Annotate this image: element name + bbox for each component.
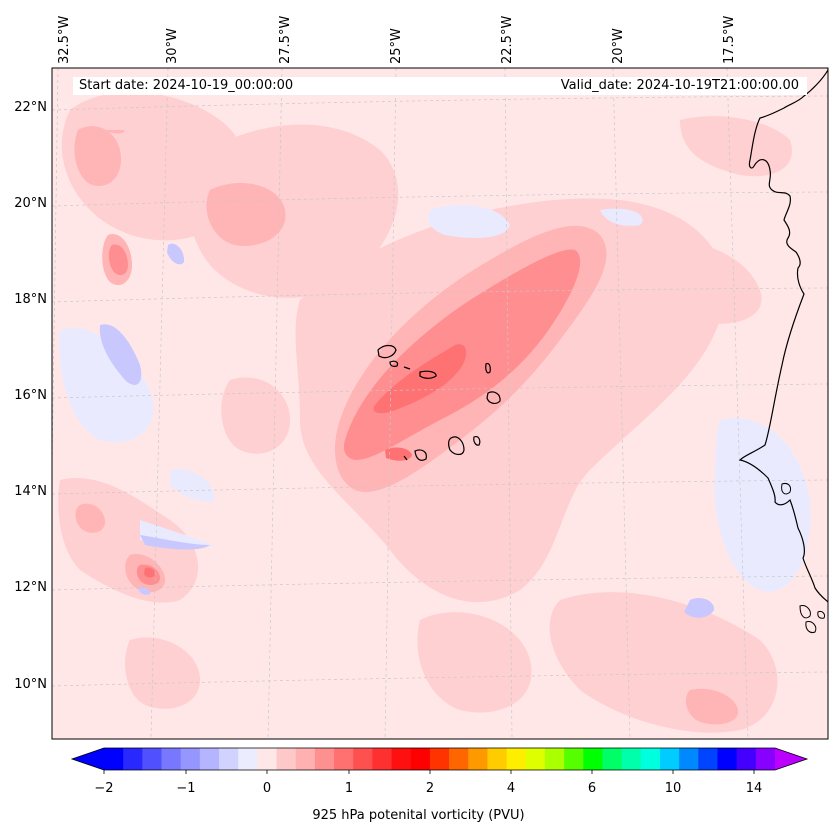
- lat-label: 16°N: [14, 388, 47, 403]
- colorbar-segment: [372, 748, 393, 770]
- pv-contour-negative-strong: [99, 243, 715, 618]
- colorbar-segment: [659, 748, 680, 770]
- colorbar-segment: [717, 748, 738, 770]
- colorbar-segment: [583, 748, 603, 770]
- lon-label: 32.5°W: [57, 16, 72, 64]
- lat-labels: 22°N 20°N 18°N 16°N 14°N 12°N 10°N: [14, 100, 47, 692]
- lat-label: 18°N: [14, 292, 47, 307]
- colorbar-extend-low: [72, 748, 104, 770]
- colorbar-segments: [104, 748, 776, 770]
- colorbar-title: 925 hPa potenital vorticity (PVU): [312, 808, 525, 823]
- lat-label: 10°N: [14, 677, 47, 692]
- lon-label: 20°W: [611, 28, 626, 64]
- map-frame: [51, 67, 829, 740]
- gambia-estuary: [781, 483, 791, 495]
- lon-label: 17.5°W: [722, 16, 737, 64]
- colorbar-tick-label: 10: [665, 781, 682, 796]
- pv-contour-negative: [59, 205, 811, 592]
- lon-label: 30°W: [165, 28, 180, 64]
- colorbar-segment: [564, 748, 584, 770]
- colorbar-segment: [410, 748, 431, 770]
- colorbar-tick-label: −2: [94, 781, 113, 796]
- colorbar-tick-label: 14: [746, 781, 763, 796]
- colorbar-tick-label: 1: [345, 781, 353, 796]
- colorbar-segment: [104, 748, 124, 770]
- colorbar-segment: [391, 748, 412, 770]
- colorbar-segment: [142, 748, 163, 770]
- colorbar-segment: [679, 748, 699, 770]
- date-info-bar: Start date: 2024-10-19_00:00:00 Valid_da…: [73, 77, 807, 95]
- colorbar-segment: [506, 748, 527, 770]
- valid-date-label: Valid_date: 2024-10-19T21:00:00.00: [560, 78, 799, 93]
- colorbar-segment: [219, 748, 239, 770]
- lat-label: 20°N: [14, 196, 47, 211]
- colorbar-segment: [602, 748, 623, 770]
- lon-label: 27.5°W: [278, 16, 293, 64]
- colorbar-segment: [257, 748, 278, 770]
- colorbar-segment: [525, 748, 546, 770]
- colorbar-segment: [314, 748, 335, 770]
- colorbar-segment: [640, 748, 661, 770]
- colorbar-segment: [468, 748, 488, 770]
- colorbar-segment: [698, 748, 718, 770]
- colorbar: −2 −1 0 1 2 4 6 10 14: [70, 747, 809, 796]
- coastline: [738, 68, 828, 603]
- colorbar-segment: [295, 748, 316, 770]
- gridlines: [52, 68, 828, 739]
- colorbar-segment: [429, 748, 450, 770]
- colorbar-segment: [180, 748, 201, 770]
- colorbar-tick-label: 4: [507, 781, 515, 796]
- lat-label: 22°N: [14, 100, 47, 115]
- colorbar-segment: [544, 748, 565, 770]
- colorbar-segment: [621, 748, 642, 770]
- colorbar-segment: [276, 748, 297, 770]
- colorbar-segment: [487, 748, 508, 770]
- lon-labels: 32.5°W 30°W 27.5°W 25°W 22.5°W 20°W 17.5…: [57, 16, 737, 64]
- lat-label: 14°N: [14, 484, 47, 499]
- colorbar-segment: [334, 748, 354, 770]
- colorbar-tick-labels: −2 −1 0 1 2 4 6 10 14: [94, 781, 762, 796]
- colorbar-ticks: [103, 770, 755, 774]
- pv-contour-low: [58, 91, 792, 733]
- colorbar-segment: [353, 748, 373, 770]
- colorbar-tick-label: 2: [426, 781, 434, 796]
- lat-label: 12°N: [14, 580, 47, 595]
- pv-field: [52, 68, 828, 739]
- colorbar-tick-label: 0: [263, 781, 271, 796]
- colorbar-tick-label: −1: [176, 781, 195, 796]
- colorbar-extend-high: [775, 748, 807, 770]
- colorbar-segment: [123, 748, 143, 770]
- start-date-label: Start date: 2024-10-19_00:00:00: [79, 78, 294, 93]
- islands: [377, 344, 501, 461]
- colorbar-segment: [161, 748, 182, 770]
- colorbar-tick-label: 6: [588, 781, 596, 796]
- lon-label: 22.5°W: [500, 16, 515, 64]
- colorbar-segment: [238, 748, 258, 770]
- lon-label: 25°W: [389, 28, 404, 64]
- colorbar-segment: [449, 748, 469, 770]
- bissagos-islands: [799, 605, 825, 633]
- colorbar-segment: [736, 748, 757, 770]
- colorbar-segment: [199, 748, 220, 770]
- colorbar-segment: [755, 748, 776, 770]
